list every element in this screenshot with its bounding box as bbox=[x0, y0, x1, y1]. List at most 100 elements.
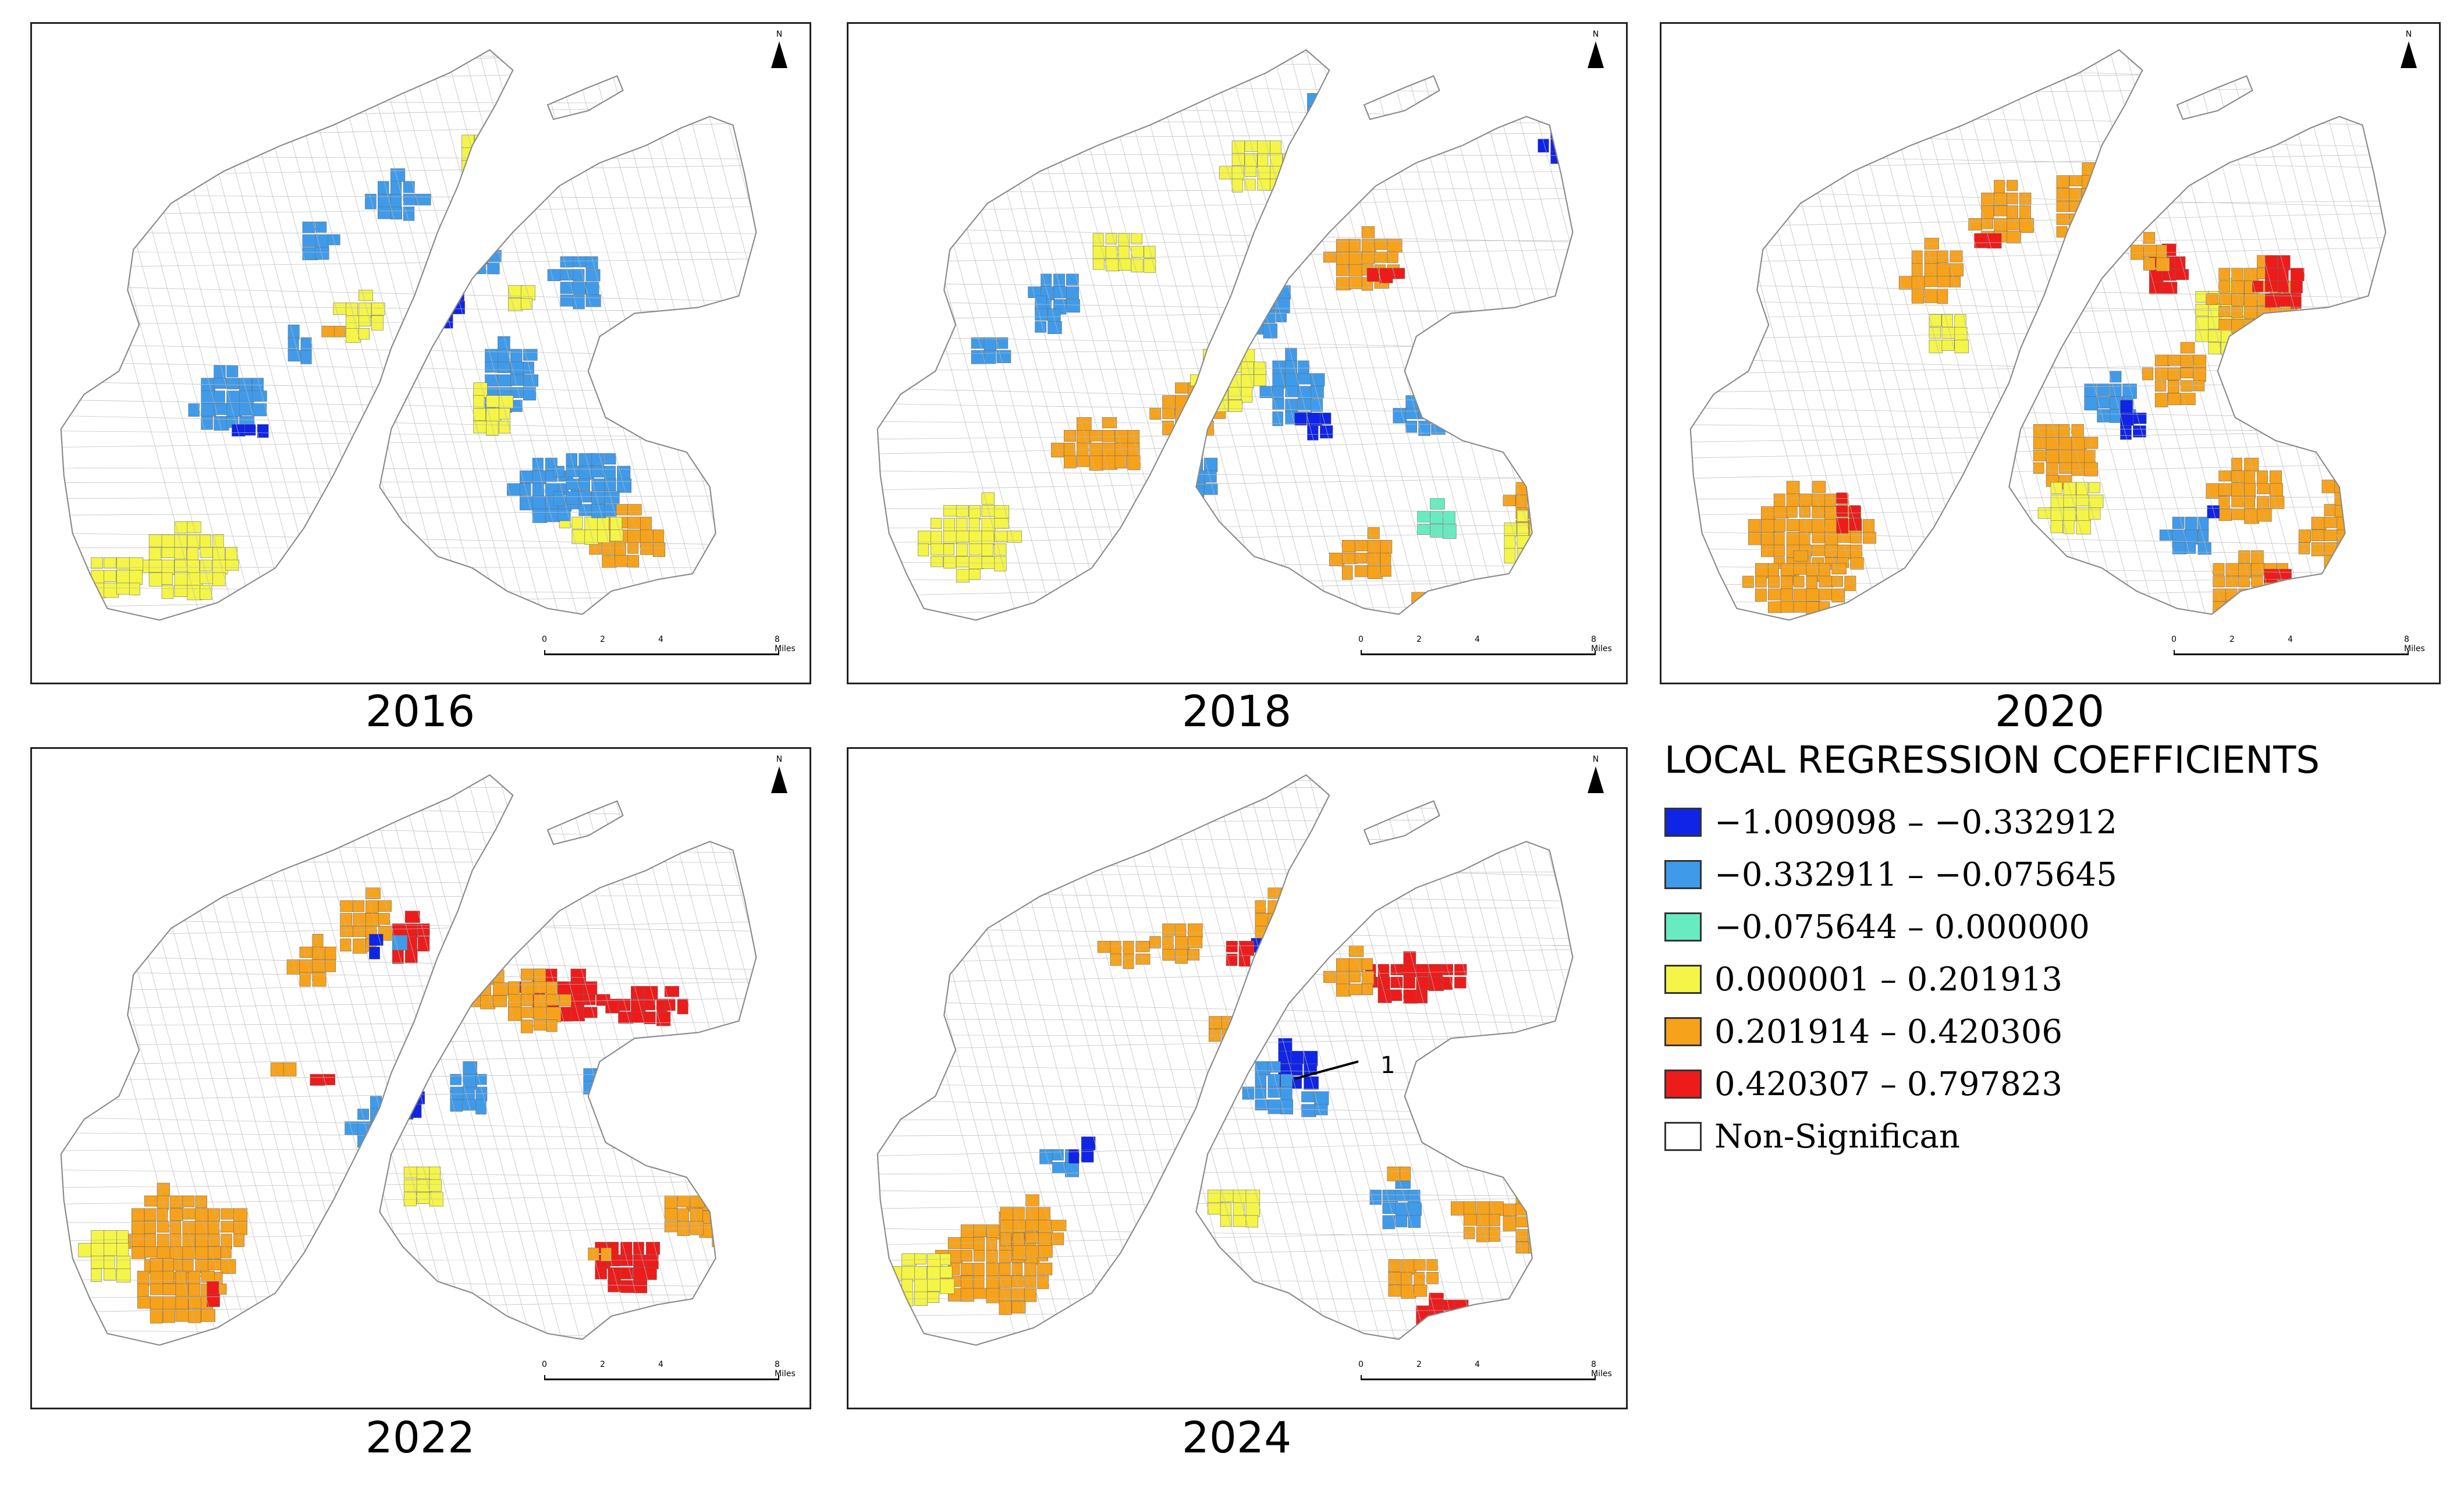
district-cell bbox=[2082, 213, 2097, 229]
north-label: N bbox=[776, 755, 783, 764]
district-cell bbox=[573, 269, 585, 282]
district-cell bbox=[1361, 251, 1375, 264]
scale-line bbox=[544, 1375, 779, 1380]
district-cell bbox=[1348, 971, 1361, 983]
district-cell bbox=[1320, 118, 1331, 132]
district-cell bbox=[523, 361, 534, 374]
district-cell bbox=[493, 982, 509, 996]
district-cell bbox=[737, 1210, 751, 1225]
district-cell bbox=[1529, 548, 1541, 562]
district-cell bbox=[129, 582, 140, 595]
district-cell bbox=[1250, 311, 1262, 326]
district-cell bbox=[1336, 239, 1351, 254]
district-cell bbox=[299, 959, 314, 974]
district-cell bbox=[1272, 411, 1283, 427]
district-cell bbox=[182, 1246, 197, 1259]
district-cell bbox=[2154, 393, 2168, 407]
district-cell bbox=[1424, 617, 1437, 620]
district-cell bbox=[1175, 948, 1188, 964]
district-cell bbox=[1411, 605, 1423, 619]
district-cell bbox=[699, 1172, 711, 1185]
district-cell bbox=[1127, 442, 1140, 456]
district-cell bbox=[1048, 321, 1062, 334]
district-cell bbox=[601, 1248, 612, 1262]
scale-bar: 0 2 4 8 Miles bbox=[542, 1360, 796, 1389]
district-cell bbox=[973, 1263, 985, 1277]
district-cell bbox=[1301, 1091, 1315, 1103]
district-cell bbox=[943, 543, 954, 556]
district-cell bbox=[473, 395, 485, 408]
district-cell bbox=[1806, 588, 1820, 602]
district-cell bbox=[1439, 592, 1454, 604]
district-cell bbox=[1529, 535, 1541, 547]
district-cell bbox=[627, 504, 642, 516]
district-cell bbox=[520, 994, 534, 1006]
district-cell bbox=[1554, 495, 1567, 507]
district-cell bbox=[1414, 1284, 1428, 1297]
district-cell bbox=[2089, 507, 2101, 520]
district-cell bbox=[345, 1121, 358, 1135]
district-cell bbox=[1053, 286, 1067, 299]
district-cell bbox=[2167, 380, 2179, 393]
district-cell bbox=[439, 288, 453, 303]
legend-item: 0.201914 – 0.420306 bbox=[1664, 1006, 2320, 1058]
district-cell bbox=[1102, 430, 1115, 442]
district-cell bbox=[312, 972, 326, 987]
district-cell bbox=[918, 531, 932, 545]
district-cell bbox=[1981, 205, 1994, 219]
district-cell bbox=[104, 582, 119, 598]
district-cell bbox=[302, 221, 315, 233]
district-cell bbox=[2360, 479, 2376, 495]
scale-tick-label: 2 bbox=[2229, 635, 2235, 644]
legend-swatch bbox=[1664, 912, 1702, 942]
scale-bar: 0 2 4 8 Miles bbox=[2171, 635, 2425, 664]
district-cell bbox=[931, 531, 942, 546]
district-cell bbox=[226, 365, 239, 378]
district-cell bbox=[2347, 467, 2362, 478]
district-cell bbox=[212, 559, 228, 574]
district-cell bbox=[664, 986, 680, 997]
district-cell bbox=[188, 1270, 201, 1285]
district-cell bbox=[604, 478, 616, 492]
district-cell bbox=[214, 416, 229, 431]
scale-tick-label: 4 bbox=[2288, 635, 2293, 644]
district-cell bbox=[157, 1234, 169, 1248]
district-cell bbox=[737, 1198, 753, 1210]
district-cell bbox=[2231, 457, 2242, 471]
district-cell bbox=[1149, 408, 1162, 420]
district-cell bbox=[1405, 408, 1419, 420]
district-cell bbox=[712, 1172, 724, 1184]
district-cell bbox=[618, 999, 631, 1011]
district-cell bbox=[129, 570, 143, 585]
district-cell bbox=[1994, 205, 2008, 216]
district-cell bbox=[1994, 180, 2005, 195]
legend-label: 0.420307 – 0.797823 bbox=[1714, 1065, 2063, 1103]
district-cell bbox=[2089, 495, 2104, 509]
district-cell bbox=[1066, 299, 1080, 313]
district-cell bbox=[1024, 1288, 1037, 1302]
district-cell bbox=[1831, 563, 1847, 574]
north-arrow-icon: N bbox=[762, 755, 797, 793]
district-cell bbox=[403, 207, 415, 221]
district-cell bbox=[523, 387, 536, 401]
district-cell bbox=[2071, 436, 2087, 452]
district-cell bbox=[1052, 1161, 1066, 1174]
district-cell bbox=[404, 911, 420, 923]
district-cell bbox=[1554, 507, 1570, 523]
district-cell bbox=[157, 1221, 169, 1233]
district-cell bbox=[1924, 250, 1939, 264]
district-cell bbox=[182, 1208, 196, 1220]
district-cell bbox=[287, 337, 299, 352]
district-cell bbox=[1267, 1074, 1280, 1088]
district-cell bbox=[474, 237, 486, 252]
district-cell bbox=[2360, 454, 2373, 470]
north-arrow-icon: N bbox=[762, 30, 797, 68]
district-cell bbox=[1267, 938, 1281, 951]
district-cell bbox=[187, 546, 198, 562]
scale-tick-label: 0 bbox=[2171, 635, 2177, 644]
district-cell bbox=[1280, 938, 1295, 954]
district-cell bbox=[485, 374, 498, 387]
district-cell bbox=[1517, 523, 1529, 536]
district-cell bbox=[1263, 937, 1277, 953]
district-cell bbox=[1228, 400, 1242, 412]
